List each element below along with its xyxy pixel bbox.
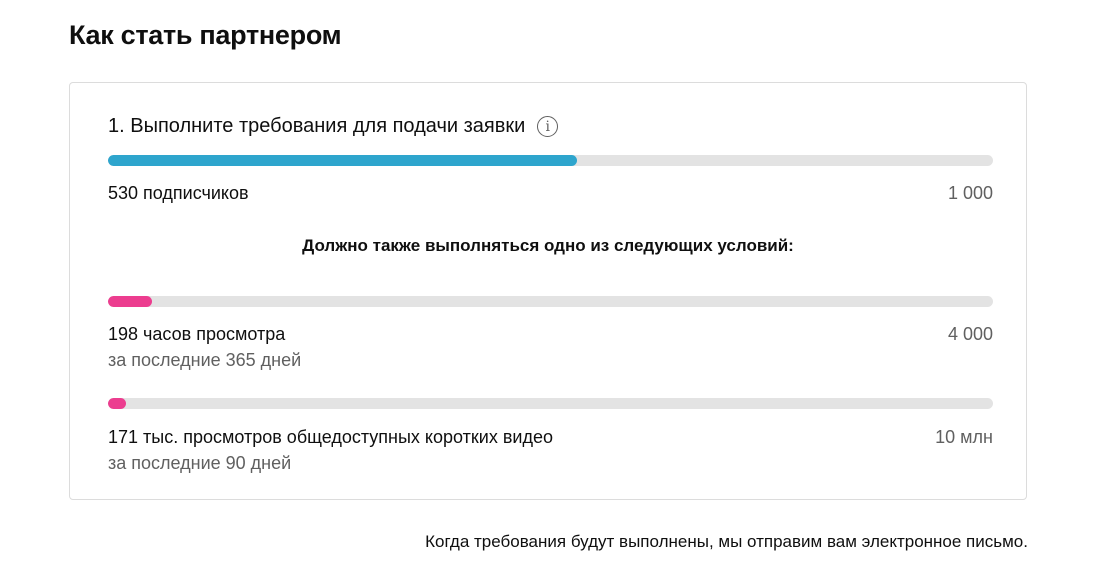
page-title: Как стать партнером <box>69 20 342 50</box>
subscribers-progress-fill <box>108 155 578 166</box>
step-title: 1. Выполните требования для подачи заявк… <box>108 115 526 137</box>
subscribers-progress-bar <box>108 155 993 166</box>
shorts-views-target: 10 млн <box>935 427 993 447</box>
subscribers-row: 530 подписчиков 1 000 <box>108 183 993 204</box>
shorts-views-label: 171 тыс. просмотров общедоступных коротк… <box>108 427 553 447</box>
shorts-views-period: за последние 90 дней <box>108 453 292 473</box>
shorts-views-progress-bar <box>108 398 993 409</box>
info-icon[interactable]: i <box>537 116 559 137</box>
shorts-views-progress-fill <box>108 398 126 409</box>
condition-note: Должно также выполняться одно из следующ… <box>302 236 794 255</box>
subscribers-target: 1 000 <box>947 183 993 203</box>
watch-hours-label: 198 часов просмотра <box>108 324 286 344</box>
watch-hours-row: 198 часов просмотра 4 000 <box>108 324 993 345</box>
watch-hours-period: за последние 365 дней <box>108 350 302 370</box>
watch-hours-progress-bar <box>108 296 993 307</box>
watch-hours-progress-fill <box>108 296 152 307</box>
subscribers-label: 530 подписчиков <box>108 183 249 203</box>
footer-note: Когда требования будут выполнены, мы отп… <box>425 532 1028 551</box>
shorts-views-row: 171 тыс. просмотров общедоступных коротк… <box>108 427 993 448</box>
requirements-card: 1. Выполните требования для подачи заявк… <box>69 82 1027 500</box>
step-header: 1. Выполните требования для подачи заявк… <box>108 115 559 138</box>
watch-hours-target: 4 000 <box>947 324 993 344</box>
